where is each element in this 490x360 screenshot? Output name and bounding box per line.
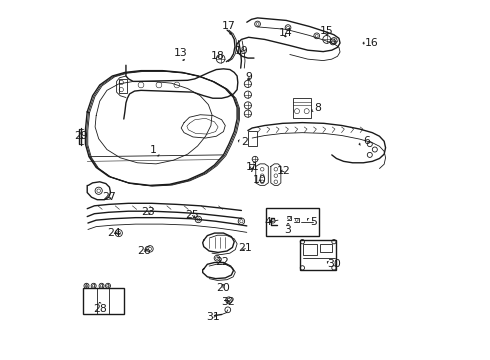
Text: 9: 9 bbox=[245, 72, 252, 82]
Text: 19: 19 bbox=[235, 46, 248, 56]
Text: 11: 11 bbox=[245, 162, 259, 172]
Text: 32: 32 bbox=[221, 297, 235, 307]
Text: 4: 4 bbox=[265, 217, 272, 227]
Text: 6: 6 bbox=[363, 136, 369, 145]
Text: 1: 1 bbox=[150, 144, 157, 154]
Text: 25: 25 bbox=[185, 210, 199, 220]
Text: 10: 10 bbox=[252, 175, 266, 185]
Text: 26: 26 bbox=[137, 246, 151, 256]
Bar bbox=[303, 244, 317, 255]
Bar bbox=[248, 131, 257, 145]
Text: 22: 22 bbox=[215, 257, 228, 267]
Bar bbox=[266, 208, 319, 236]
Text: 31: 31 bbox=[207, 312, 220, 322]
Bar bbox=[320, 244, 332, 252]
Bar bbox=[294, 98, 311, 118]
Text: 14: 14 bbox=[278, 28, 292, 38]
Text: 20: 20 bbox=[216, 283, 230, 293]
Bar bbox=[83, 288, 124, 314]
Text: 8: 8 bbox=[315, 103, 321, 113]
Text: 7: 7 bbox=[248, 163, 255, 174]
Text: 2: 2 bbox=[242, 138, 248, 147]
Text: 27: 27 bbox=[102, 192, 116, 202]
Text: 17: 17 bbox=[222, 21, 236, 31]
Text: 24: 24 bbox=[107, 228, 121, 238]
Text: 29: 29 bbox=[74, 131, 88, 141]
Text: 23: 23 bbox=[141, 207, 155, 217]
Text: 21: 21 bbox=[238, 243, 252, 253]
Text: 5: 5 bbox=[310, 217, 317, 227]
Bar bbox=[299, 240, 336, 270]
Text: 28: 28 bbox=[93, 304, 107, 314]
Bar bbox=[119, 79, 126, 93]
Text: 15: 15 bbox=[320, 26, 334, 36]
Text: 30: 30 bbox=[327, 259, 341, 269]
Text: 12: 12 bbox=[277, 166, 291, 176]
Text: 3: 3 bbox=[285, 225, 292, 235]
Text: 13: 13 bbox=[173, 48, 187, 58]
Text: 18: 18 bbox=[211, 51, 225, 61]
Text: 16: 16 bbox=[365, 38, 378, 48]
